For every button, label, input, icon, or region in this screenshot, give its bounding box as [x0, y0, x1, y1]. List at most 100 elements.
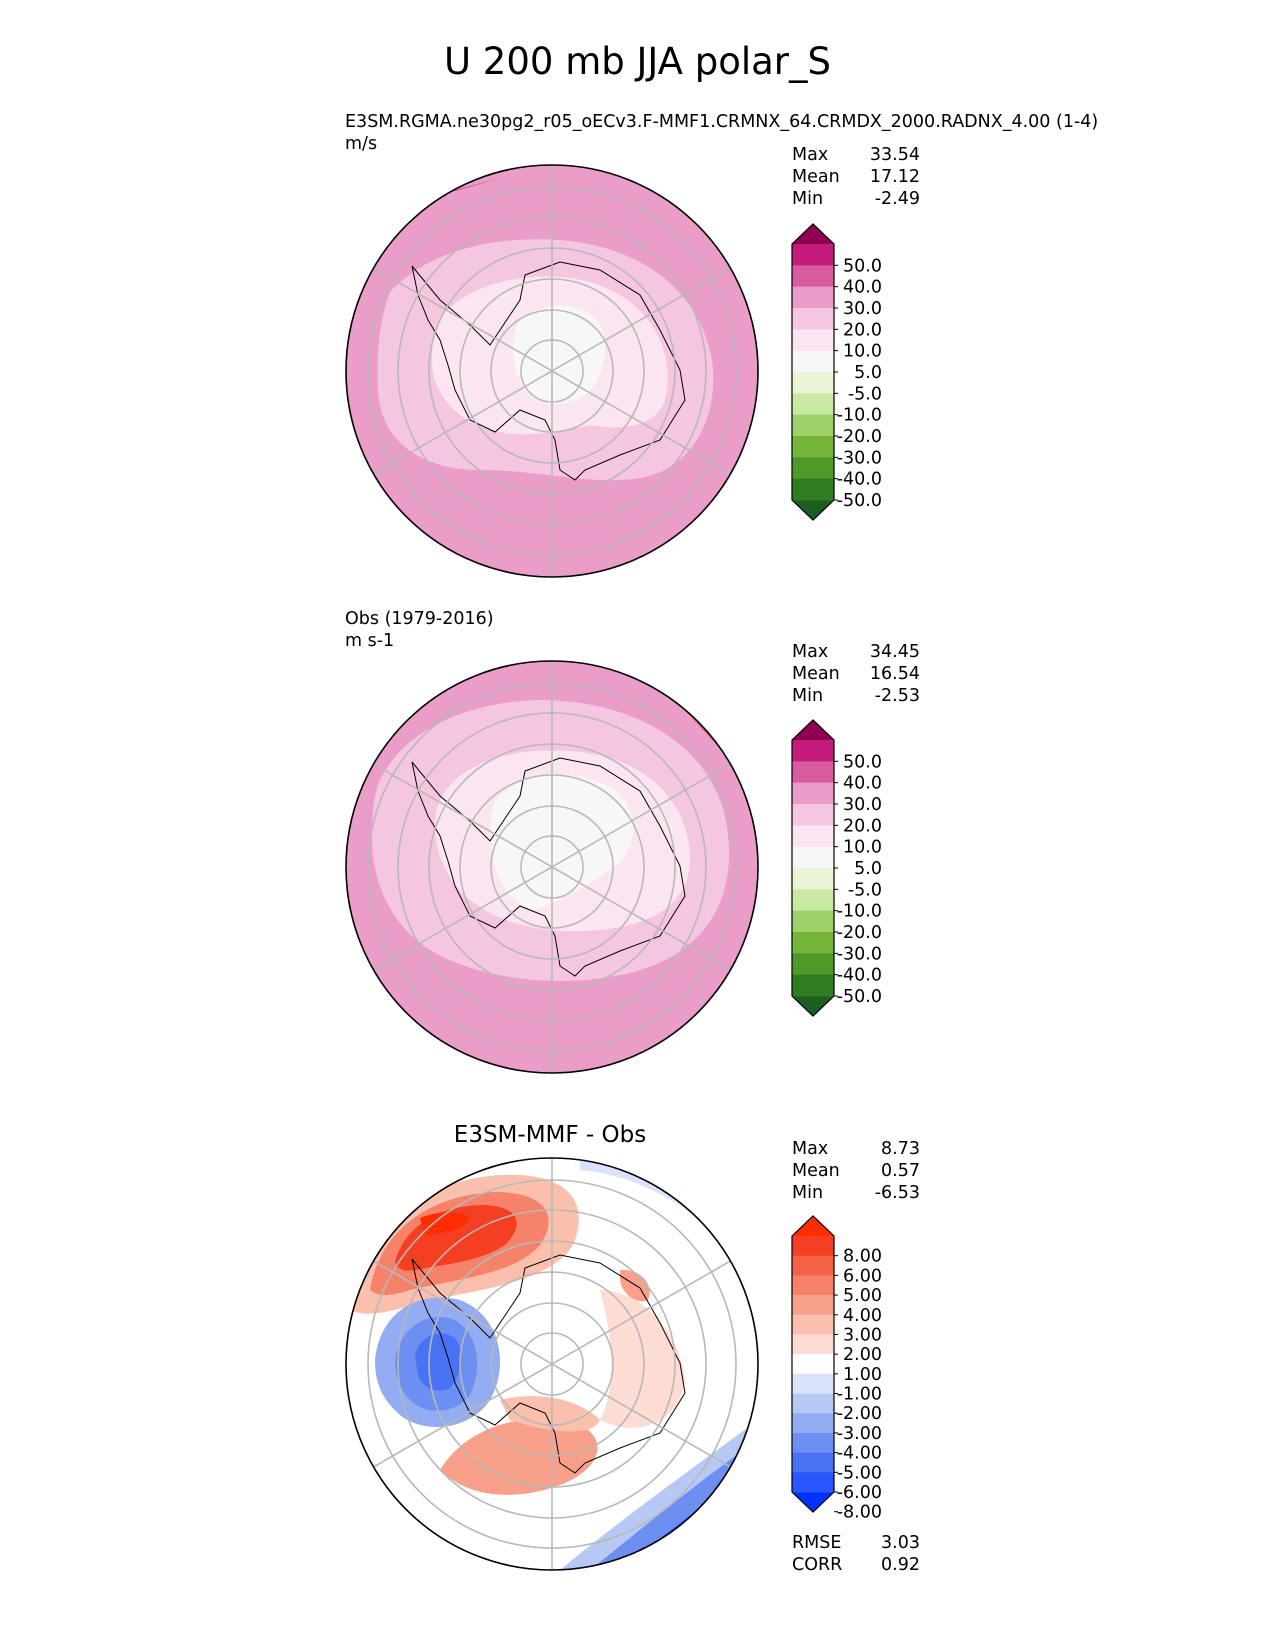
- meridian-line: [373, 1260, 731, 1468]
- colorbar-tick-label: 50.0: [843, 752, 882, 772]
- colorbar-tick-label: -10.0: [837, 406, 882, 426]
- colorbar-tick-label: -5.0: [848, 384, 882, 404]
- metric-row: RMSE 3.03: [792, 1533, 920, 1553]
- colorbar-tick-label: 10.0: [843, 838, 882, 858]
- colorbar-segment: [792, 329, 834, 352]
- graticule-panel-3: [367, 1158, 737, 1570]
- colorbar-segment: [792, 244, 834, 266]
- colorbar-tick-label: -10.0: [837, 902, 882, 922]
- colorbar-tick-label: 5.0: [854, 859, 882, 879]
- colorbar-segment: [792, 286, 834, 309]
- colorbar-segment: [792, 478, 834, 501]
- graticules: [367, 165, 737, 1570]
- colorbar-tick-label: -4.00: [837, 1444, 882, 1464]
- colorbar-tick-label: 5.00: [843, 1286, 882, 1306]
- colorbar-tick-label: -20.0: [837, 427, 882, 447]
- stat-row: Max 8.73: [792, 1139, 920, 1159]
- colorbar-tick-label: -1.00: [837, 1385, 882, 1405]
- metric-row: CORR 0.92: [792, 1555, 920, 1575]
- colorbar-segment: [792, 804, 834, 826]
- colorbar-segment: [792, 825, 834, 848]
- stat-row: Mean 16.54: [792, 664, 920, 684]
- panel2-stats: Max 34.45 Mean 16.54 Min -2.53: [792, 641, 920, 707]
- colorbar-tick-label: 20.0: [843, 320, 882, 340]
- colorbar-segment: [792, 1452, 834, 1473]
- colorbar-tick-label: -50.0: [837, 491, 882, 511]
- colorbar-tick-label: -6.00: [837, 1483, 882, 1503]
- stat-row: Max 34.45: [792, 642, 920, 662]
- colorbar-tick-label: 8.00: [843, 1247, 882, 1267]
- panel1-units: m/s: [345, 134, 378, 154]
- panel1-title: E3SM.RGMA.ne30pg2_r05_oECv3.F-MMF1.CRMNX…: [345, 112, 1099, 132]
- colorbar-tick-label: 30.0: [843, 299, 882, 319]
- colorbar-segment: [792, 740, 834, 762]
- map-outlines: [345, 164, 759, 1571]
- colorbar-tick-label: 20.0: [843, 816, 882, 836]
- colorbar-tick-label: -5.0: [848, 880, 882, 900]
- panel2-title: Obs (1979-2016): [345, 609, 494, 629]
- colorbar-segment: [792, 350, 834, 373]
- colorbar-segment: [792, 414, 834, 437]
- colorbar-tick-label: 2.00: [843, 1345, 882, 1365]
- colorbar-panel-3: 8.006.005.004.003.002.001.00-1.00-2.00-3…: [791, 1215, 882, 1523]
- colorbar-tick-label: -30.0: [837, 448, 882, 468]
- colorbar-segment: [792, 457, 834, 480]
- graticule-panel-1: [367, 165, 737, 577]
- colorbar-segment: [792, 1236, 834, 1257]
- colorbar-tick-label: -50.0: [837, 987, 882, 1007]
- colorbar-tick-label: -40.0: [837, 470, 882, 490]
- colorbar-segment: [792, 761, 834, 784]
- colorbar-tick-label: -3.00: [837, 1424, 882, 1444]
- colorbar-segment: [792, 1275, 834, 1296]
- colorbar-segment: [792, 1413, 834, 1434]
- colorbar-tick-label: 3.00: [843, 1325, 882, 1345]
- colorbar-segment: [792, 782, 834, 805]
- colorbar-tick-label: 40.0: [843, 278, 882, 298]
- colorbar-tick-label: -2.00: [837, 1404, 882, 1424]
- colorbar-tick-label: 50.0: [843, 256, 882, 276]
- stat-row: Min -2.53: [792, 686, 920, 706]
- colorbar-segment: [792, 868, 834, 890]
- colorbar-tick-label: 40.0: [843, 774, 882, 794]
- stat-row: Max 33.54: [792, 145, 920, 165]
- colorbar-segment: [792, 265, 834, 288]
- colorbar-tick-label: 6.00: [843, 1266, 882, 1286]
- graticule-panel-2: [367, 661, 737, 1073]
- map-boundary-panel-1: [345, 164, 759, 578]
- colorbar-tick-label: 10.0: [843, 342, 882, 362]
- colorbar-segment: [792, 953, 834, 976]
- colorbar-tick-label: -20.0: [837, 923, 882, 943]
- stat-row: Min -2.49: [792, 189, 920, 209]
- colorbar-segment: [792, 1432, 834, 1454]
- colorbar-segment: [792, 308, 834, 330]
- map-boundary-panel-2: [345, 660, 759, 1074]
- panel2-units: m s-1: [345, 631, 395, 651]
- colorbar-tick-label: 30.0: [843, 795, 882, 815]
- colorbar-segment: [792, 372, 834, 394]
- colorbar-segment: [792, 1354, 834, 1375]
- colorbar-tick-label: 5.0: [854, 363, 882, 383]
- panel1-stats: Max 33.54 Mean 17.12 Min -2.49: [792, 144, 920, 210]
- colorbar-segment: [792, 910, 834, 933]
- colorbar-segment: [792, 1472, 834, 1493]
- colorbar-segment: [792, 974, 834, 997]
- colorbar-segment: [792, 1373, 834, 1395]
- colorbar-segment: [792, 1255, 834, 1276]
- figure-title: U 200 mb JJA polar_S: [443, 40, 832, 83]
- colorbar-tick-label: 1.00: [843, 1365, 882, 1385]
- colorbar-extend-top: [792, 1216, 834, 1236]
- panel3-stats: Max 8.73 Mean 0.57 Min -6.53: [792, 1138, 920, 1204]
- colorbar-segment: [792, 932, 834, 954]
- colorbar-extend-top: [792, 224, 834, 244]
- stat-row: Min -6.53: [792, 1183, 920, 1203]
- colorbar-tick-label: 4.00: [843, 1306, 882, 1326]
- meridian-line: [373, 267, 731, 475]
- colorbars: 50.040.030.020.010.05.0-5.0-10.0-20.0-30…: [791, 223, 882, 1523]
- colorbar-tick-label: -5.00: [837, 1463, 882, 1483]
- colorbar-segment: [792, 1295, 834, 1316]
- stat-row: Mean 17.12: [792, 167, 920, 187]
- colorbar-segment: [792, 1314, 834, 1335]
- map-boundary-panel-3: [345, 1157, 759, 1571]
- colorbar-extend-top: [792, 720, 834, 740]
